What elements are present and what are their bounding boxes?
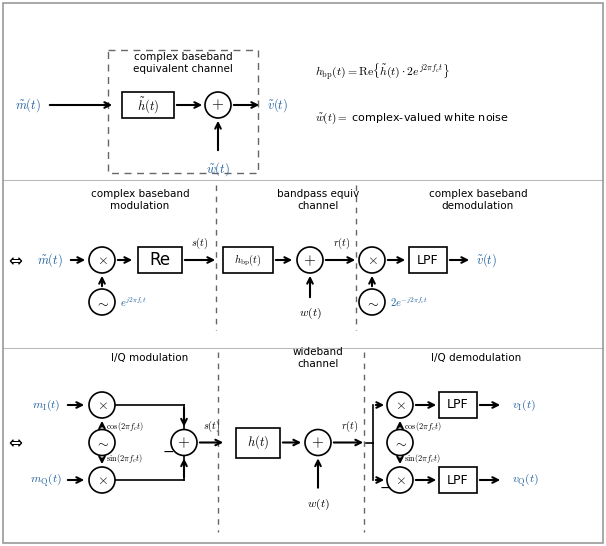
Text: $\sim$: $\sim$ — [95, 295, 109, 309]
Text: LPF: LPF — [447, 399, 469, 412]
Text: $\sim$: $\sim$ — [393, 436, 407, 449]
Text: bandpass equiv
channel: bandpass equiv channel — [277, 189, 359, 211]
Text: $r(t)$: $r(t)$ — [341, 419, 359, 435]
Text: $s(t)$: $s(t)$ — [203, 419, 221, 435]
Text: $m_{\rm I}(t)$: $m_{\rm I}(t)$ — [32, 397, 60, 413]
Text: $\times$: $\times$ — [96, 398, 107, 412]
Text: $+$: $+$ — [178, 435, 190, 450]
Text: complex baseband
equivalent channel: complex baseband equivalent channel — [133, 52, 233, 74]
Text: $\sim$: $\sim$ — [95, 436, 109, 449]
FancyBboxPatch shape — [122, 92, 174, 118]
Text: $\tilde{w}(t)$: $\tilde{w}(t)$ — [206, 160, 230, 178]
Text: $\tilde{v}(t)$: $\tilde{v}(t)$ — [267, 96, 288, 114]
Text: $s(t)$: $s(t)$ — [191, 236, 209, 251]
Text: $\sim$: $\sim$ — [365, 295, 379, 309]
Text: $\times$: $\times$ — [395, 398, 405, 412]
Text: $v_{\rm Q}(t)$: $v_{\rm Q}(t)$ — [512, 472, 539, 489]
Text: I/Q modulation: I/Q modulation — [112, 353, 188, 363]
Text: $\sin(2\pi f_c t)$: $\sin(2\pi f_c t)$ — [106, 452, 143, 465]
Circle shape — [205, 92, 231, 118]
Text: $h_{\rm bp}(t)$: $h_{\rm bp}(t)$ — [234, 252, 262, 268]
Text: $+$: $+$ — [304, 252, 316, 268]
Text: $h(t)$: $h(t)$ — [247, 434, 269, 452]
Text: $\tilde{v}(t)$: $\tilde{v}(t)$ — [476, 251, 498, 269]
FancyBboxPatch shape — [439, 467, 477, 493]
Circle shape — [297, 247, 323, 273]
Text: LPF: LPF — [417, 253, 439, 266]
Text: LPF: LPF — [447, 473, 469, 486]
Text: $\times$: $\times$ — [395, 473, 405, 487]
Text: $\tilde{w}(t) = $ complex-valued white noise: $\tilde{w}(t) = $ complex-valued white n… — [315, 110, 509, 126]
Text: $-$: $-$ — [379, 480, 391, 494]
Text: $e^{j2\pi f_c t}$: $e^{j2\pi f_c t}$ — [120, 295, 147, 309]
FancyBboxPatch shape — [409, 247, 447, 273]
FancyBboxPatch shape — [439, 392, 477, 418]
Text: $\cos(2\pi f_c t)$: $\cos(2\pi f_c t)$ — [106, 420, 144, 433]
Circle shape — [89, 430, 115, 455]
Circle shape — [89, 247, 115, 273]
Text: $m_{\rm Q}(t)$: $m_{\rm Q}(t)$ — [30, 472, 62, 489]
Circle shape — [89, 392, 115, 418]
Text: $\Leftrightarrow$: $\Leftrightarrow$ — [5, 251, 23, 269]
Text: $2e^{-j2\pi f_c t}$: $2e^{-j2\pi f_c t}$ — [390, 295, 428, 309]
Text: $w(t)$: $w(t)$ — [307, 496, 330, 512]
Circle shape — [387, 467, 413, 493]
Text: $r(t)$: $r(t)$ — [333, 236, 351, 251]
Text: $\tilde{m}(t)$: $\tilde{m}(t)$ — [15, 96, 41, 114]
Text: $\times$: $\times$ — [96, 253, 107, 267]
Circle shape — [359, 247, 385, 273]
Circle shape — [171, 430, 197, 455]
Text: wideband
channel: wideband channel — [293, 347, 344, 369]
Circle shape — [387, 392, 413, 418]
Text: $\times$: $\times$ — [96, 473, 107, 487]
FancyBboxPatch shape — [236, 428, 280, 458]
Text: $-$: $-$ — [162, 443, 174, 458]
Text: $\tilde{m}(t)$: $\tilde{m}(t)$ — [37, 251, 63, 269]
FancyBboxPatch shape — [138, 247, 182, 273]
Text: complex baseband
modulation: complex baseband modulation — [91, 189, 189, 211]
Text: $v_{\rm I}(t)$: $v_{\rm I}(t)$ — [512, 397, 536, 413]
Text: $\cos(2\pi f_c t)$: $\cos(2\pi f_c t)$ — [404, 420, 442, 433]
Text: $w(t)$: $w(t)$ — [299, 306, 321, 321]
Circle shape — [359, 289, 385, 315]
Text: $\tilde{h}(t)$: $\tilde{h}(t)$ — [137, 95, 159, 115]
FancyBboxPatch shape — [223, 247, 273, 273]
Text: $\Leftrightarrow$: $\Leftrightarrow$ — [5, 434, 23, 452]
Circle shape — [387, 430, 413, 455]
Text: $+$: $+$ — [311, 435, 324, 450]
Text: $h_{\rm bp}(t) = {\rm Re}\{\tilde{h}(t) \cdot 2e^{j2\pi f_c t}\}$: $h_{\rm bp}(t) = {\rm Re}\{\tilde{h}(t) … — [315, 62, 450, 82]
Circle shape — [89, 289, 115, 315]
Text: complex baseband
demodulation: complex baseband demodulation — [428, 189, 527, 211]
Text: Re: Re — [150, 251, 170, 269]
Text: I/Q demodulation: I/Q demodulation — [431, 353, 521, 363]
Circle shape — [305, 430, 331, 455]
Text: $\times$: $\times$ — [367, 253, 378, 267]
Text: $+$: $+$ — [211, 98, 224, 112]
Circle shape — [89, 467, 115, 493]
Text: $\sin(2\pi f_c t)$: $\sin(2\pi f_c t)$ — [404, 452, 441, 465]
